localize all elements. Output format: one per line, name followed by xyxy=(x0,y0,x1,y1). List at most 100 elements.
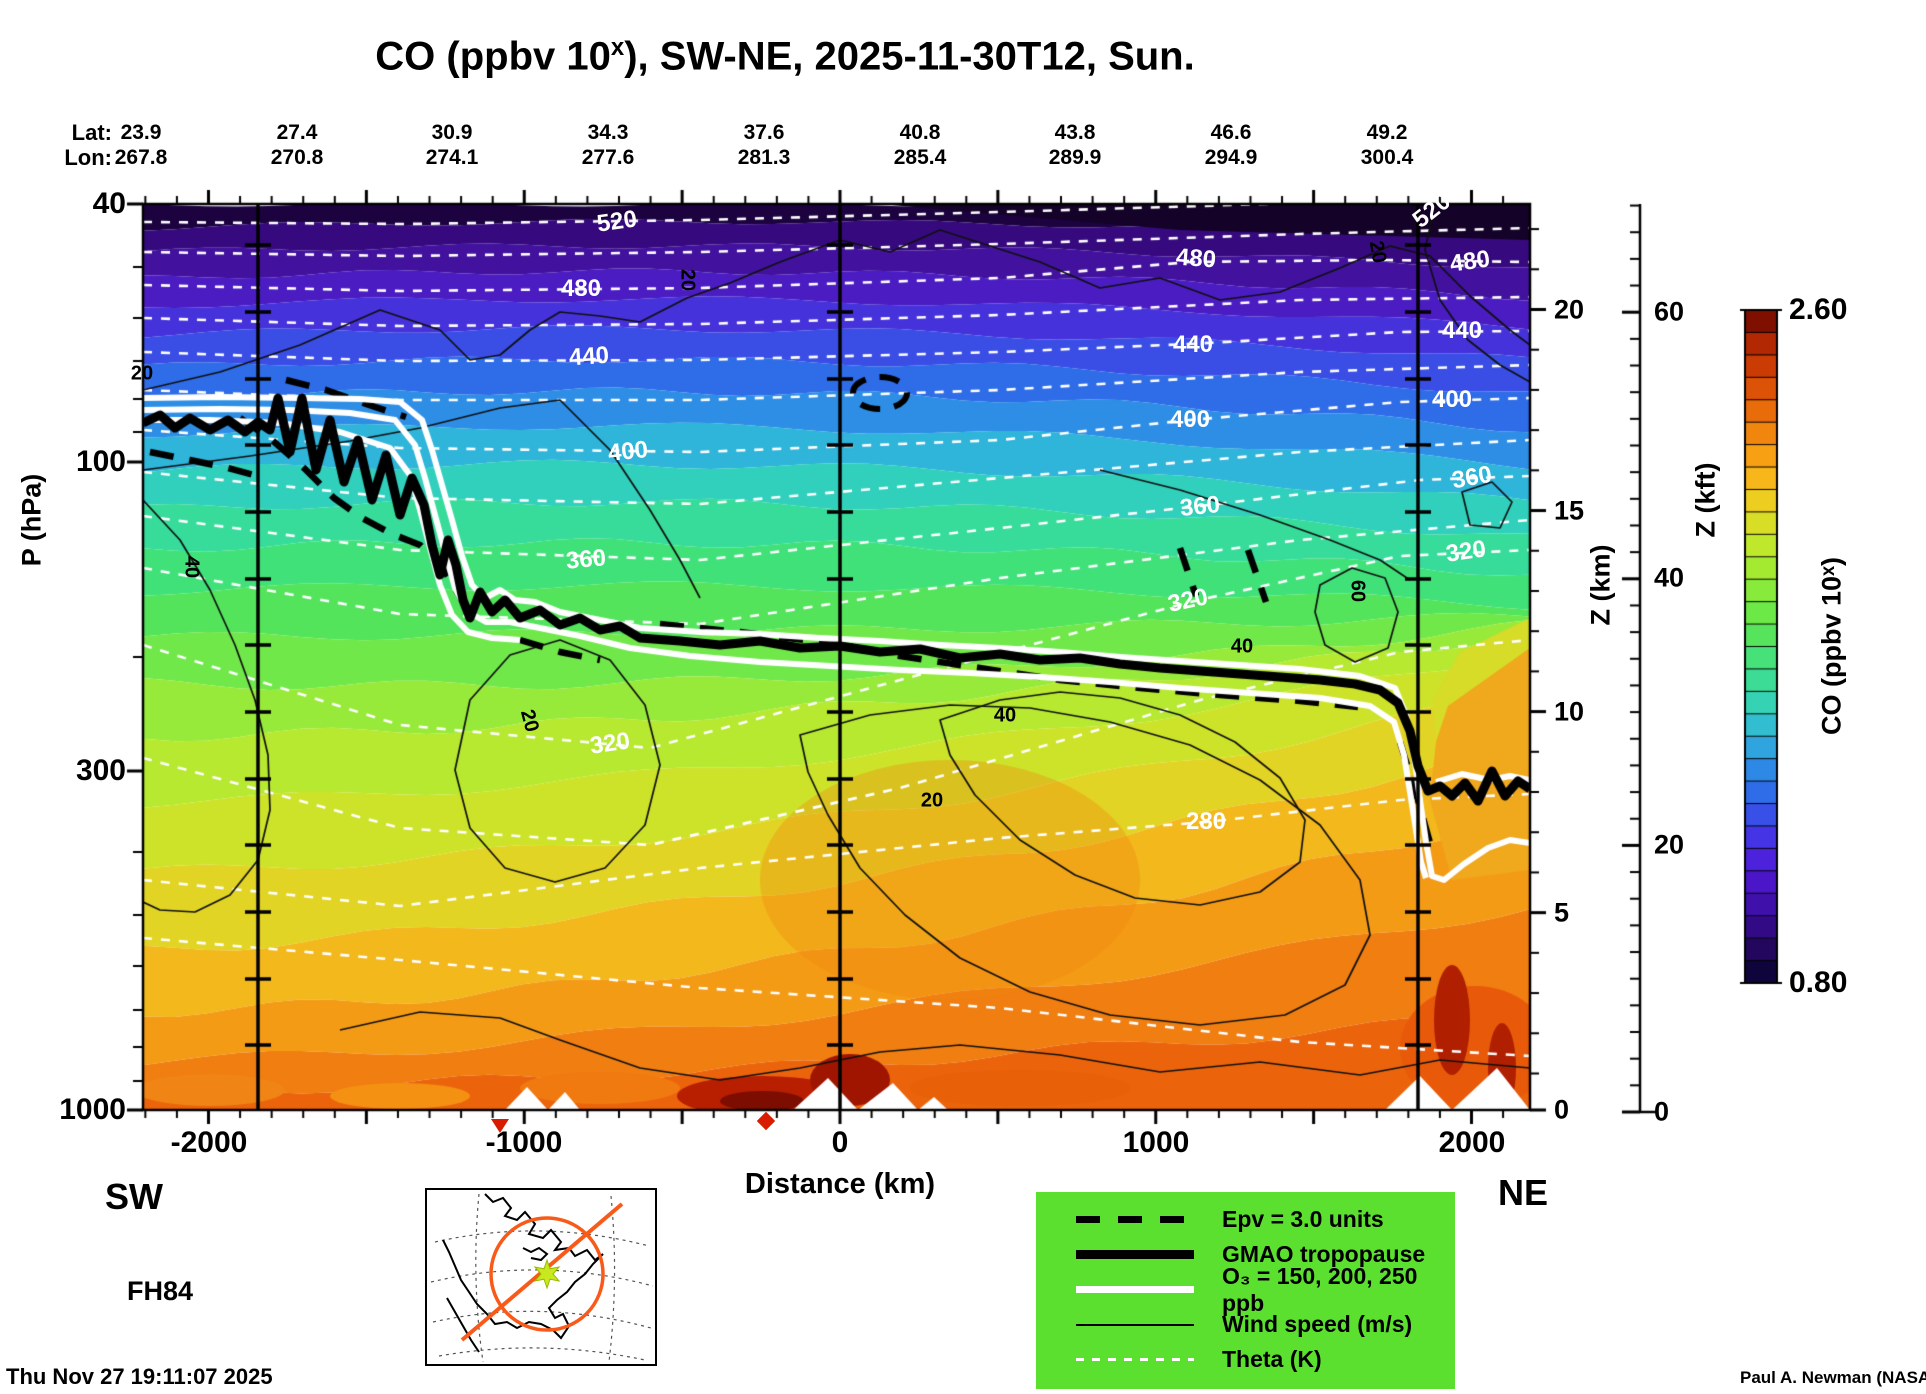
lat-value: 46.6 xyxy=(1210,121,1252,144)
lon-row-label: Lon: xyxy=(64,145,112,170)
map-inset-graphic xyxy=(430,1193,654,1363)
credit-label: Paul A. Newman (NASA xyxy=(1740,1368,1926,1387)
theta-contour-label: 360 xyxy=(1178,490,1222,523)
distance-tick-label: 1000 xyxy=(1122,1126,1190,1159)
wind-contour-label: 40 xyxy=(180,555,203,579)
coastline-paths xyxy=(442,1193,604,1353)
theta-contour-label: 400 xyxy=(1169,406,1211,433)
legend-line-sample-solid-white-thick xyxy=(1076,1286,1194,1293)
lat-value: 43.8 xyxy=(1054,121,1096,144)
endpoint-label-sw: SW xyxy=(105,1176,163,1217)
track-marker-triangle-down xyxy=(491,1119,509,1133)
lon-value: 281.3 xyxy=(737,146,791,169)
altitude-kft-tick-label: 20 xyxy=(1654,829,1685,860)
lon-value: 277.6 xyxy=(581,146,635,169)
legend-line-sample-solid-black-thin xyxy=(1076,1323,1194,1326)
title-prefix: CO (ppbv 10 xyxy=(375,34,611,79)
theta-contour-label: 320 xyxy=(588,727,632,760)
wind-contour-label: 20 xyxy=(1364,239,1391,265)
wind-contour-label: 60 xyxy=(1346,579,1369,603)
lon-value: 294.9 xyxy=(1204,146,1258,169)
legend-item-label: Theta (K) xyxy=(1222,1346,1322,1372)
theta-contour-label: 280 xyxy=(1185,808,1227,835)
altitude-kft-axis-title: Z (kft) xyxy=(1690,462,1721,538)
map-inset xyxy=(425,1188,657,1366)
pressure-tick-label: 300 xyxy=(75,754,126,787)
colorbar-min-value: 0.80 xyxy=(1789,966,1848,999)
altitude-kft-tick-label: 60 xyxy=(1654,296,1685,327)
altitude-km-tick-label: 20 xyxy=(1554,294,1585,325)
altitude-kft-tick-label: 40 xyxy=(1654,562,1685,593)
theta-contour-label: 320 xyxy=(1444,535,1488,568)
theta-contour-label: 480 xyxy=(560,275,602,302)
legend-item-label: Wind speed (m/s) xyxy=(1222,1311,1413,1337)
aircraft-position-star xyxy=(533,1258,561,1290)
lat-value: 34.3 xyxy=(587,121,629,144)
distance-axis-title: Distance (km) xyxy=(744,1168,936,1200)
lat-value: 40.8 xyxy=(899,121,941,144)
pressure-tick-label: 100 xyxy=(75,445,126,478)
altitude-km-tick-label: 0 xyxy=(1554,1094,1570,1125)
legend-item-label: Epv = 3.0 units xyxy=(1222,1206,1384,1232)
legend-line-sample-dash-black xyxy=(1076,1216,1194,1223)
theta-contour-label: 400 xyxy=(606,435,650,468)
legend-line-sample-solid-black-thick xyxy=(1076,1250,1194,1259)
wind-contour-label: 20 xyxy=(676,268,699,292)
lon-value: 274.1 xyxy=(425,146,479,169)
range-circle xyxy=(489,1216,605,1332)
title-suffix: ), SW-NE, 2025-11-30T12, Sun. xyxy=(624,34,1195,79)
lat-value: 49.2 xyxy=(1366,121,1408,144)
altitude-km-axis-title: Z (km) xyxy=(1585,544,1616,626)
lon-value: 289.9 xyxy=(1048,146,1102,169)
distance-tick-label: -2000 xyxy=(170,1126,248,1159)
legend-item-label: GMAO tropopause xyxy=(1222,1241,1426,1267)
distance-tick-label: 0 xyxy=(831,1126,849,1159)
timestamp-label: Thu Nov 27 19:11:07 2025 xyxy=(6,1364,273,1389)
lat-value: 27.4 xyxy=(276,121,318,144)
wind-contour-label: 40 xyxy=(1230,635,1254,658)
altitude-kft-tick-label: 0 xyxy=(1654,1096,1670,1127)
endpoint-label-ne: NE xyxy=(1498,1172,1549,1213)
lon-value: 285.4 xyxy=(893,146,947,169)
legend-line-sample-dot-white xyxy=(1076,1358,1194,1361)
legend-item: Wind speed (m/s) xyxy=(1036,1308,1455,1342)
theta-contour-label: 440 xyxy=(1441,317,1483,344)
theta-contour-label: 520 xyxy=(595,205,639,238)
colorbar-title: CO (ppbv 10ˣ) xyxy=(1816,557,1847,735)
lat-value: 30.9 xyxy=(431,121,473,144)
pressure-tick-label: 1000 xyxy=(59,1093,126,1126)
lat-row-label: Lat: xyxy=(71,120,112,145)
title-superscript: x xyxy=(610,34,625,61)
pressure-tick-label: 40 xyxy=(92,187,126,220)
legend-item: O₃ = 150, 200, 250 ppb xyxy=(1036,1263,1455,1316)
theta-contour-label: 440 xyxy=(568,341,610,372)
lat-value: 37.6 xyxy=(743,121,785,144)
lon-value: 267.8 xyxy=(114,146,168,169)
wind-contour-label: 40 xyxy=(993,704,1017,727)
legend-item-label: O₃ = 150, 200, 250 ppb xyxy=(1222,1262,1418,1316)
pressure-axis-title: P (hPa) xyxy=(16,473,47,567)
contour-legend: Epv = 3.0 units GMAO tropopause O₃ = 150, … xyxy=(1036,1192,1455,1389)
page-title: CO (ppbv 10x), SW-NE, 2025-11-30T12, Sun… xyxy=(375,34,1194,79)
wind-contour-label: 20 xyxy=(920,789,944,812)
wind-contour-label: 20 xyxy=(130,362,154,385)
theta-contour-label: 480 xyxy=(1448,245,1492,278)
theta-contour-label: 440 xyxy=(1172,331,1214,358)
legend-item: Theta (K) xyxy=(1036,1343,1455,1377)
legend-item: Epv = 3.0 units xyxy=(1036,1203,1455,1237)
theta-contour-label: 400 xyxy=(1431,386,1473,413)
lon-value: 270.8 xyxy=(270,146,324,169)
legend-item: GMAO tropopause xyxy=(1036,1238,1455,1272)
altitude-km-tick-label: 15 xyxy=(1554,495,1585,526)
altitude-km-tick-label: 10 xyxy=(1554,696,1585,727)
lat-value: 23.9 xyxy=(120,121,162,144)
flight-id-label: FH84 xyxy=(127,1276,194,1306)
colorbar-max-value: 2.60 xyxy=(1789,293,1848,326)
theta-contour-label: 360 xyxy=(564,544,608,575)
theta-contour-label: 480 xyxy=(1175,243,1217,274)
lon-value: 300.4 xyxy=(1360,146,1414,169)
altitude-km-tick-label: 5 xyxy=(1554,897,1570,928)
distance-tick-label: 2000 xyxy=(1438,1126,1506,1159)
